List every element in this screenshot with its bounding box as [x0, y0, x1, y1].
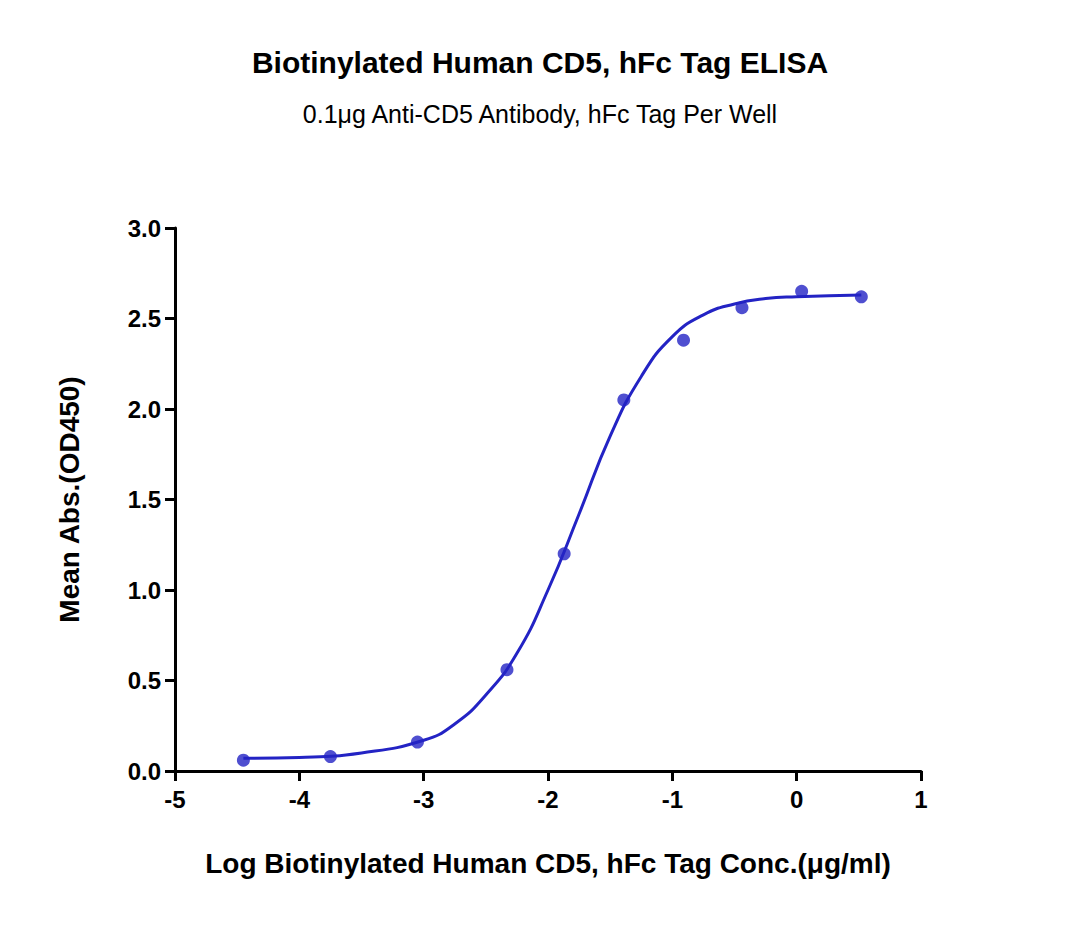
svg-text:-3: -3	[413, 786, 434, 813]
svg-text:1.0: 1.0	[128, 577, 161, 604]
svg-text:-2: -2	[537, 786, 558, 813]
svg-text:0: 0	[790, 786, 803, 813]
svg-text:3.0: 3.0	[128, 215, 161, 242]
svg-text:1.5: 1.5	[128, 486, 161, 513]
svg-text:1: 1	[914, 786, 927, 813]
svg-text:Biotinylated Human CD5, hFc Ta: Biotinylated Human CD5, hFc Tag ELISA	[252, 46, 828, 79]
svg-text:Mean Abs.(OD450): Mean Abs.(OD450)	[54, 376, 85, 622]
svg-text:2.0: 2.0	[128, 396, 161, 423]
svg-text:-5: -5	[164, 786, 185, 813]
svg-text:-1: -1	[662, 786, 683, 813]
svg-text:Log Biotinylated Human CD5, hF: Log Biotinylated Human CD5, hFc Tag Conc…	[205, 848, 891, 879]
svg-text:0.5: 0.5	[128, 667, 161, 694]
svg-text:0.0: 0.0	[128, 758, 161, 785]
svg-text:0.1μg Anti-CD5 Antibody, hFc T: 0.1μg Anti-CD5 Antibody, hFc Tag Per Wel…	[303, 100, 777, 128]
svg-text:2.5: 2.5	[128, 305, 161, 332]
svg-text:-4: -4	[289, 786, 311, 813]
